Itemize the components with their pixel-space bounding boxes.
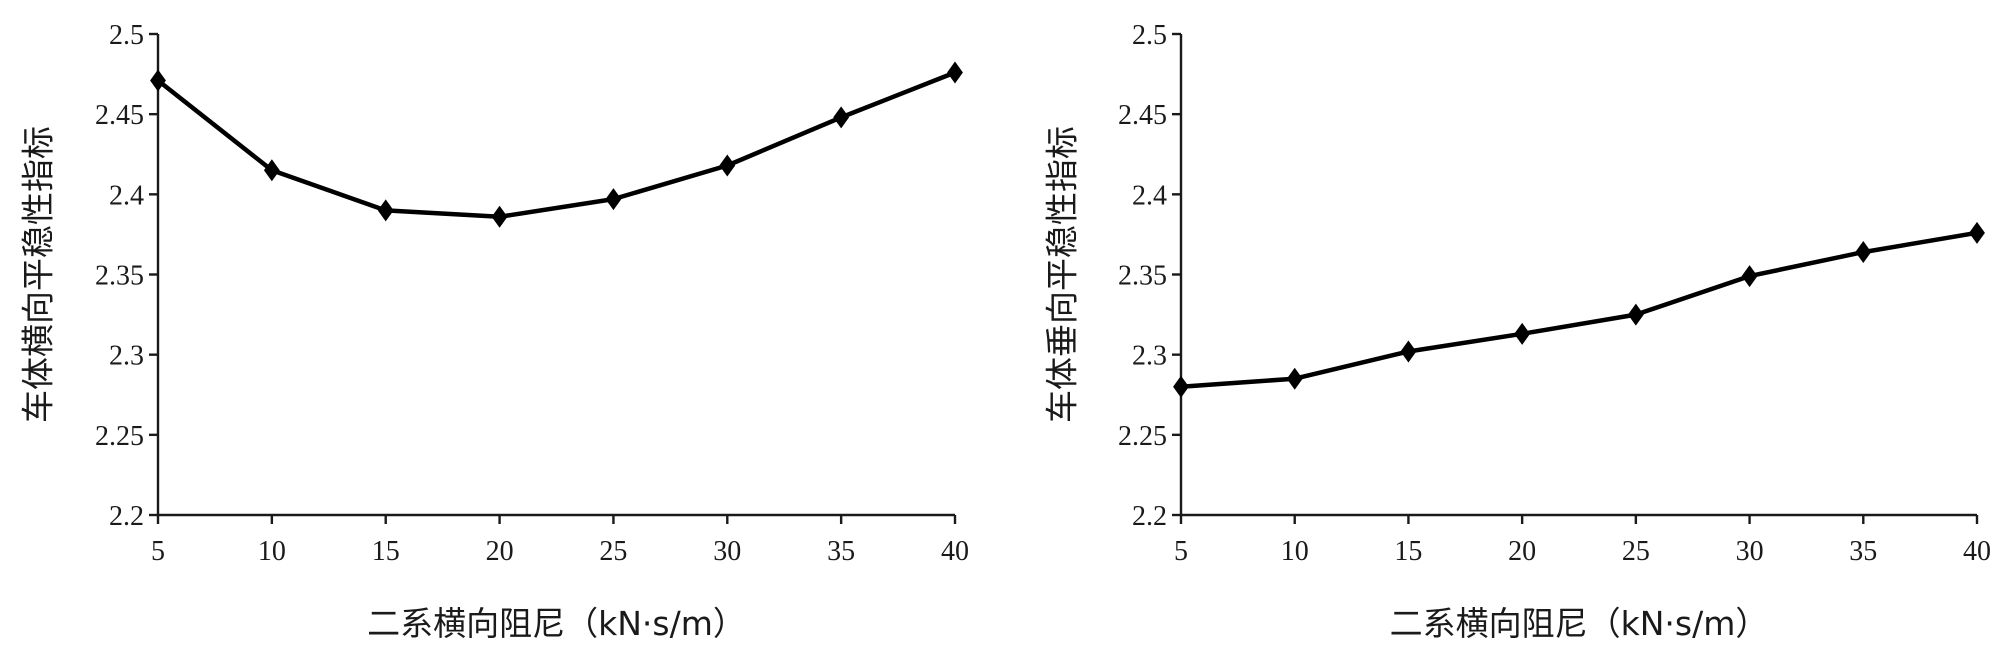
data-point-marker [1286,367,1303,390]
y-axis-title: 车体垂向平稳性指标 [1043,126,1082,423]
data-point-marker [833,106,850,129]
data-point-marker [1627,303,1644,326]
data-point-marker [1741,265,1758,288]
x-tick-label: 5 [1174,536,1188,567]
x-tick-label: 35 [827,536,855,567]
data-point-marker [605,188,622,211]
x-tick-label: 40 [941,536,969,567]
data-point-marker [1514,322,1531,345]
x-tick-label: 10 [258,536,286,567]
y-tick-label: 2.2 [1132,501,1167,532]
data-point-marker [377,199,394,222]
x-tick-label: 30 [1736,536,1764,567]
data-point-marker [491,205,508,228]
y-tick-label: 2.35 [1118,261,1167,292]
y-tick-label: 2.25 [95,421,144,452]
data-point-marker [1969,221,1985,244]
x-tick-label: 10 [1281,536,1309,567]
x-tick-label: 40 [1963,536,1991,567]
y-tick-label: 2.3 [109,341,144,372]
y-tick-label: 2.2 [109,501,144,532]
y-tick-label: 2.4 [1132,180,1167,211]
chart-lateral-ride-index: 2.2 2.25 2.3 2.35 2.4 2.45 2.5 5 10 15 20 25 30 35 40 二… [19,20,970,643]
y-axis-title: 车体横向平稳性指标 [19,126,58,423]
y-tick-label: 2.35 [95,261,144,292]
data-point-marker [1173,375,1189,398]
y-tick-label: 2.5 [109,20,144,51]
data-point-marker [150,69,166,92]
data-point-marker [263,159,280,182]
x-axis-title: 二系横向阻尼（kN·s/m） [1390,604,1769,643]
x-tick-label: 25 [1622,536,1650,567]
x-tick-label: 15 [1394,536,1422,567]
data-point-marker [719,154,736,177]
x-tick-label: 30 [713,536,741,567]
x-axis-title: 二系横向阻尼（kN·s/m） [367,604,746,643]
data-point-marker [1400,340,1417,363]
data-point-marker [1855,241,1872,264]
x-tick-label: 35 [1849,536,1877,567]
data-point-marker [947,61,963,84]
x-tick-label: 25 [599,536,627,567]
x-tick-label: 15 [372,536,400,567]
x-tick-label: 20 [486,536,514,567]
y-tick-label: 2.4 [109,180,144,211]
chart-vertical-ride-index: 2.2 2.25 2.3 2.35 2.4 2.45 2.5 5 10 15 20 25 30 35 40 二… [1043,20,1992,643]
x-tick-label: 20 [1508,536,1536,567]
y-tick-label: 2.45 [95,100,144,131]
y-tick-label: 2.5 [1132,20,1167,51]
x-tick-label: 5 [151,536,165,567]
series-line [1180,230,1978,389]
y-tick-label: 2.3 [1132,341,1167,372]
y-tick-label: 2.45 [1118,100,1167,131]
y-tick-label: 2.25 [1118,421,1167,452]
series-line [156,70,956,220]
